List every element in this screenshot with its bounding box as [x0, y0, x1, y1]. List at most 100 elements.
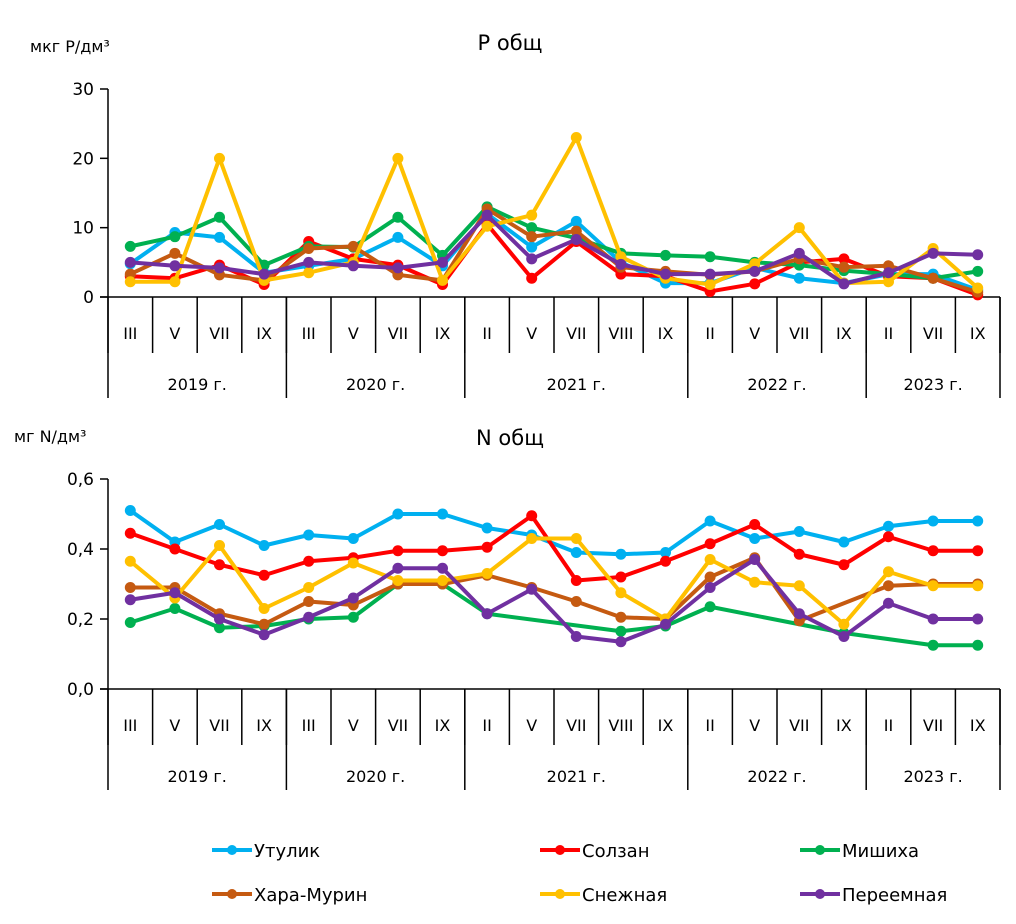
p-y-tick-label: 20: [72, 149, 94, 169]
p-series-Снежная: [124, 132, 984, 294]
legend-swatch-marker: [227, 889, 237, 899]
n-x-tick-label: IX: [658, 716, 674, 735]
n-x-tick-label: II: [705, 716, 714, 735]
p-x-tick-label: V: [348, 324, 359, 343]
n-data-point: [481, 541, 493, 553]
legend-item: Утулик: [212, 841, 320, 862]
p-data-point: [615, 251, 627, 263]
n-x-tick-label: VII: [388, 716, 408, 735]
n-data-point: [749, 533, 761, 544]
p-data-point: [392, 211, 404, 223]
n-y-tick-label: 0,2: [67, 610, 94, 630]
p-data-point: [660, 249, 671, 261]
n-y-tick-label: 0,6: [67, 470, 94, 490]
n-data-point: [704, 515, 716, 527]
n-data-point: [169, 587, 181, 599]
p-data-point: [526, 209, 538, 221]
n-data-point: [481, 568, 493, 579]
n-series-line: [129, 536, 978, 627]
n-data-point: [169, 543, 181, 555]
n-data-point: [927, 515, 939, 527]
p-series-line: [129, 206, 979, 295]
p-data-point: [481, 209, 493, 221]
p-data-point: [927, 247, 939, 259]
n-data-point: [570, 596, 582, 607]
n-data-point: [347, 592, 359, 604]
n-data-point: [838, 618, 850, 630]
n-data-point: [258, 629, 270, 641]
n-series-Солзан: [124, 510, 984, 586]
p-data-point: [838, 278, 850, 290]
n-data-point: [793, 580, 805, 592]
n-data-point: [838, 536, 850, 548]
p-x-tick-label: V: [526, 324, 537, 343]
n-data-point: [347, 557, 359, 569]
p-x-tick-label: II: [482, 324, 491, 343]
p-x-tick-label: II: [884, 324, 893, 343]
legend: Утулик Солзан Мишиха Хара-Мурин Снежная Перее…: [212, 841, 947, 906]
p-data-point: [793, 247, 805, 259]
p-data-point: [214, 231, 225, 243]
p-data-point: [124, 256, 136, 268]
n-data-point: [392, 562, 404, 574]
p-data-point: [258, 268, 270, 280]
p-data-point: [793, 272, 805, 284]
n-data-point: [526, 510, 538, 522]
p-data-point: [347, 260, 359, 272]
legend-label: Хара-Мурин: [254, 885, 367, 906]
p-data-point: [303, 242, 315, 254]
n-year-label: 2021 г.: [547, 767, 606, 786]
n-data-point: [392, 545, 404, 557]
legend-item: Мишиха: [800, 841, 919, 862]
n-x-tick-label: VII: [209, 716, 229, 735]
n-data-point: [437, 575, 448, 586]
p-data-point: [972, 282, 984, 294]
n-data-point: [303, 582, 315, 593]
n-data-point: [972, 515, 984, 527]
p-data-point: [526, 241, 538, 253]
n-y-axis: 0,0 0,2 0,4 0,6: [67, 470, 109, 700]
p-x-axis: III V VII IX III V VII IX II V VII VIII IX II V VII IX II…: [100, 296, 1001, 398]
n-data-point: [927, 545, 939, 557]
n-data-point: [347, 611, 359, 623]
n-data-point: [437, 508, 448, 520]
p-x-tick-label: IX: [256, 324, 272, 343]
p-year-label: 2022 г.: [747, 375, 806, 394]
n-data-point: [972, 580, 984, 592]
p-x-tick-label: IX: [970, 324, 986, 343]
n-x-tick-label: V: [348, 716, 359, 735]
n-x-tick-label: II: [884, 716, 893, 735]
n-x-tick-label: V: [526, 716, 537, 735]
p-data-point: [526, 272, 538, 284]
n-series-line: [129, 508, 978, 557]
n-y-tick-label: 0,0: [67, 680, 94, 700]
n-data-point: [124, 594, 136, 606]
n-data-point: [214, 559, 225, 571]
n-x-tick-label: IX: [435, 716, 451, 735]
p-data-point: [526, 231, 538, 243]
p-x-tick-label: VIII: [608, 324, 633, 343]
p-data-point: [303, 267, 315, 279]
n-data-point: [124, 582, 136, 593]
p-year-label: 2019 г.: [168, 375, 227, 394]
n-data-point: [972, 545, 984, 557]
p-data-point: [570, 225, 582, 237]
n-data-point: [392, 575, 404, 586]
p-x-tick-label: VII: [789, 324, 809, 343]
n-data-point: [793, 548, 805, 560]
n-data-point: [214, 519, 225, 530]
n-data-point: [347, 533, 359, 544]
n-data-point: [169, 603, 181, 614]
n-series-line: [129, 557, 978, 644]
n-data-point: [749, 519, 761, 530]
n-data-point: [303, 596, 315, 607]
p-data-point: [972, 265, 984, 277]
n-x-tick-label: III: [302, 716, 316, 735]
n-data-point: [704, 601, 716, 613]
n-data-point: [972, 613, 984, 625]
legend-label: Снежная: [582, 885, 667, 906]
p-data-point: [481, 220, 493, 232]
n-data-point: [927, 613, 939, 625]
p-data-point: [303, 256, 315, 268]
